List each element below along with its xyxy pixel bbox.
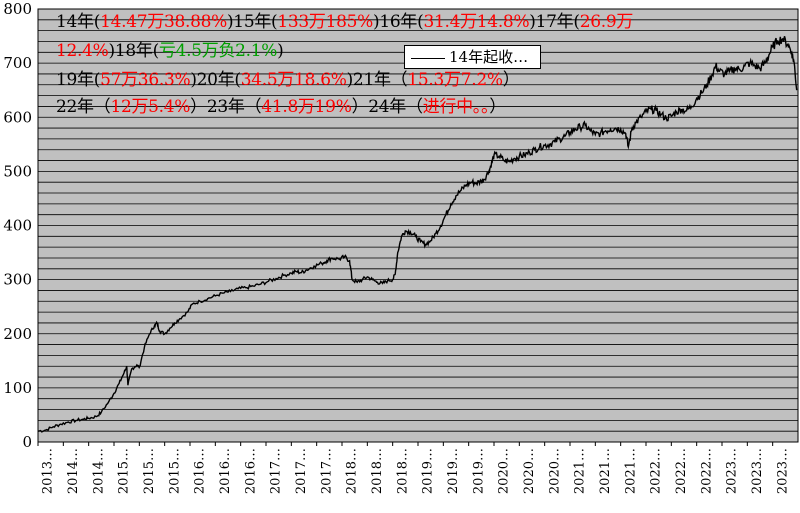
y-tick-label: 800 bbox=[3, 0, 32, 18]
x-tick-label: 2022… bbox=[649, 448, 664, 494]
annotation-line: 22年（12万5.4%）23年（41.8万19%）24年（进行中。。） bbox=[56, 97, 506, 117]
annotation-segment: ) bbox=[277, 41, 284, 61]
annotation-segment: 14.47万38.88% bbox=[100, 12, 227, 32]
series-line bbox=[37, 36, 798, 433]
x-tick-label: 2020… bbox=[497, 448, 512, 494]
x-tick-label: 2016… bbox=[243, 448, 258, 494]
annotation-segment: )16年( bbox=[373, 12, 424, 32]
annotation-segment: 57万36.3% bbox=[100, 70, 191, 90]
annotation-line: 14年(14.47万38.88%)15年(133万185%)16年(31.4万1… bbox=[56, 12, 633, 32]
x-tick-label: 2019… bbox=[421, 448, 436, 494]
x-tick-label: 2021… bbox=[623, 448, 638, 494]
x-tick-label: 2020… bbox=[547, 448, 562, 494]
x-tick-label: 2015… bbox=[167, 448, 182, 494]
annotation-segment: )20年( bbox=[190, 70, 241, 90]
annotation-segment: )17年( bbox=[529, 12, 580, 32]
y-axis: 0 100 200 300 400 500 600 700 800 bbox=[3, 0, 32, 451]
series-group bbox=[37, 36, 798, 433]
x-tick-label: 2022… bbox=[674, 448, 689, 494]
annotation-line: 12.4%)18年(亏4.5万负2.1%) bbox=[56, 41, 284, 61]
x-tick-label: 2017… bbox=[269, 448, 284, 494]
x-tick-label: 2020… bbox=[522, 448, 537, 494]
annotation-segment: 34.5万18.6% bbox=[240, 70, 347, 90]
annotation-segment: 12.4% bbox=[56, 41, 109, 61]
legend: 14年起收… bbox=[404, 45, 541, 69]
x-tick-label: 2016… bbox=[218, 448, 233, 494]
annotation-segment: )18年( bbox=[108, 41, 160, 61]
x-tick-label: 2018… bbox=[395, 448, 410, 494]
annotation-segment: 41.8万19% bbox=[261, 97, 352, 117]
y-tick-label: 300 bbox=[3, 271, 32, 289]
annotation-segment: )21年（ bbox=[346, 70, 408, 90]
annotation-segment: 133万185% bbox=[277, 12, 374, 32]
x-tick-label: 2015… bbox=[117, 448, 132, 494]
x-tick-label: 2022… bbox=[699, 448, 714, 494]
x-tick-label: 2019… bbox=[471, 448, 486, 494]
y-tick-label: 100 bbox=[3, 379, 32, 397]
y-tick-label: 200 bbox=[3, 325, 32, 343]
annotation-segment: 26.9万 bbox=[579, 12, 634, 32]
y-tick-label: 400 bbox=[3, 217, 32, 235]
annotation-segment: 15.3万7.2% bbox=[407, 70, 503, 90]
annotation-segment: ）23年（ bbox=[190, 97, 262, 117]
x-tick-label: 2018… bbox=[370, 448, 385, 494]
x-tick-label: 2014… bbox=[66, 448, 81, 494]
x-tick-label: 2023… bbox=[750, 448, 765, 494]
annotation-segment: 亏4.5万负2.1% bbox=[158, 41, 278, 61]
annotation-segment: 14年( bbox=[56, 12, 101, 32]
y-tick-label: 600 bbox=[3, 108, 32, 126]
annotation-segment: ） bbox=[502, 70, 520, 90]
annotation-segment: 12万5.4% bbox=[110, 97, 191, 117]
y-tick-label: 0 bbox=[22, 433, 32, 451]
legend-label: 14年起收… bbox=[449, 48, 529, 66]
y-tick-label: 700 bbox=[3, 54, 32, 72]
x-tick-label: 2016… bbox=[193, 448, 208, 494]
x-tick-label: 2017… bbox=[294, 448, 309, 494]
x-tick-label: 2015… bbox=[142, 448, 157, 494]
x-tick-label: 2021… bbox=[598, 448, 613, 494]
x-tick-label: 2021… bbox=[573, 448, 588, 494]
annotation-line: 19年(57万36.3%)20年(34.5万18.6%)21年（15.3万7.2… bbox=[56, 70, 520, 90]
annotation-segment: 进行中。。 bbox=[422, 97, 490, 117]
x-tick-label: 2018… bbox=[345, 448, 360, 494]
annotation-segment: 22年（ bbox=[56, 97, 111, 117]
y-tick-label: 500 bbox=[3, 162, 32, 180]
x-tick-label: 2023… bbox=[775, 448, 790, 494]
annotation-segment: 31.4万14.8% bbox=[423, 12, 530, 32]
annotation-segment: ） bbox=[489, 97, 506, 117]
x-tick-label: 2013… bbox=[41, 448, 56, 494]
legend-line-swatch bbox=[411, 57, 445, 59]
annotation-segment: )15年( bbox=[226, 12, 278, 32]
x-axis: 2013… 2014… 2014… 2015… 2015… 2015… 2016… 2016…… bbox=[37, 442, 790, 494]
x-tick-label: 2014… bbox=[91, 448, 106, 494]
x-tick-label: 2019… bbox=[446, 448, 461, 494]
x-tick-label: 2017… bbox=[319, 448, 334, 494]
x-tick-label: 2023… bbox=[725, 448, 740, 494]
annotation-segment: ）24年（ bbox=[351, 97, 423, 117]
annotation-segment: 19年( bbox=[56, 70, 101, 90]
